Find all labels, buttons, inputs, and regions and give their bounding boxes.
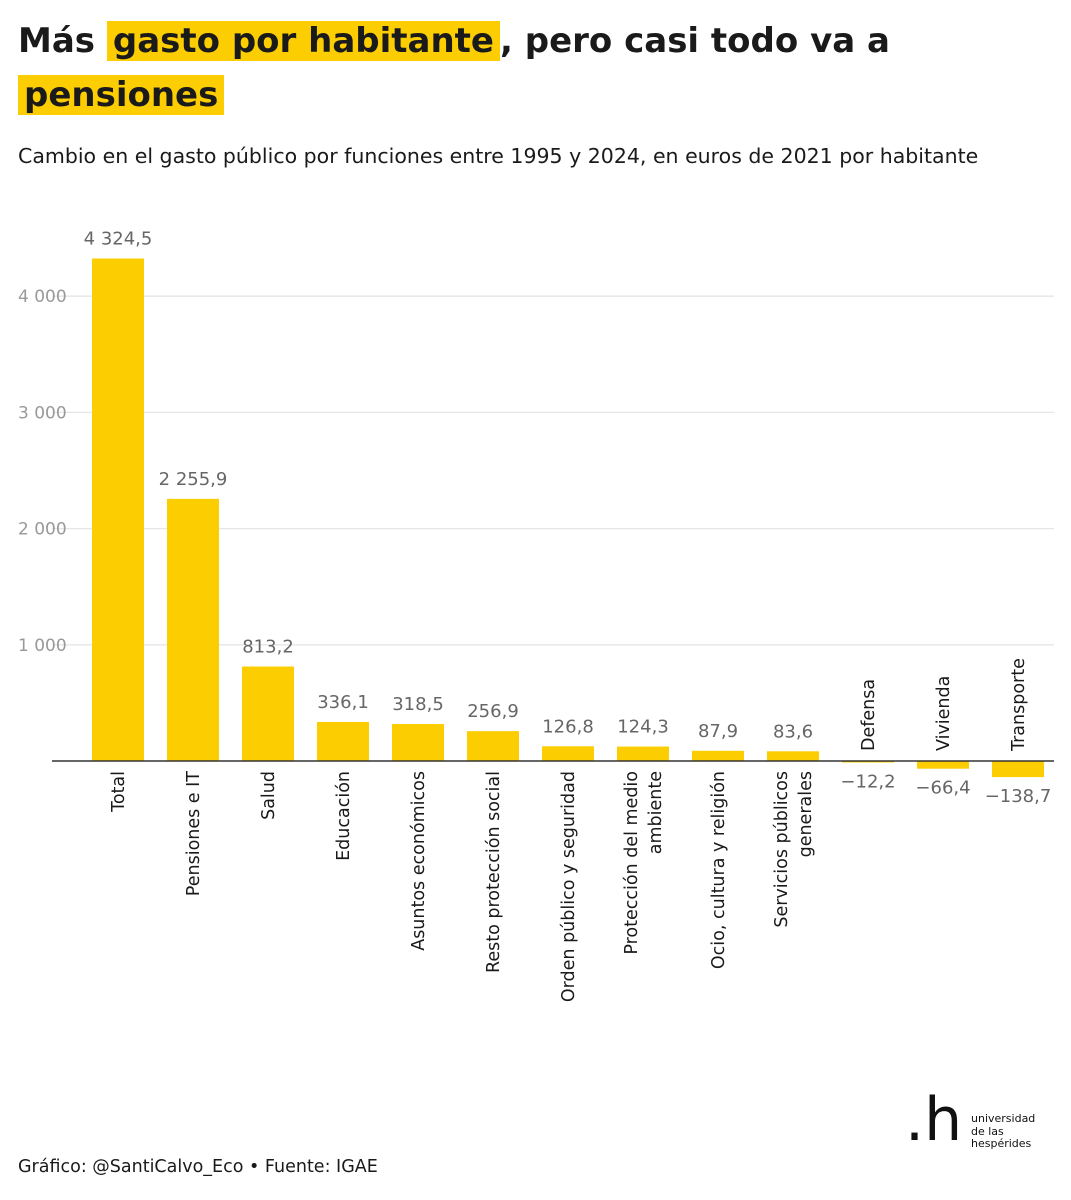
title-highlight-1: gasto por habitante — [106, 21, 500, 61]
category-label: Transporte — [1009, 658, 1029, 752]
data-label: 318,5 — [392, 694, 444, 715]
university-logo: .h universidad de las hespérides — [905, 1085, 1055, 1155]
category-label: Salud — [259, 771, 279, 820]
category-label: Vivienda — [934, 676, 954, 751]
bar — [992, 761, 1044, 778]
y-tick-label: 4 000 — [18, 287, 67, 307]
chart-subtitle: Cambio en el gasto público por funciones… — [18, 144, 979, 168]
data-label: −66,4 — [915, 778, 970, 799]
y-tick-label: 3 000 — [18, 403, 67, 423]
bars — [92, 258, 1044, 778]
category-label: Educación — [334, 771, 354, 861]
category-label: Total — [109, 771, 129, 813]
data-labels: 4 324,5 2 255,9 813,2 336,1 318,5 256,9 126,8 1… — [84, 228, 1052, 807]
title-highlight-2: pensiones — [18, 75, 225, 115]
data-label: 126,8 — [542, 716, 594, 737]
source-credit: Gráfico: @SantiCalvo_Eco • Fuente: IGAE — [18, 1157, 378, 1177]
category-label: Protección del medio — [622, 771, 642, 955]
bar — [242, 666, 294, 761]
chart-title: Más gasto por habitante, pero casi todo … — [18, 14, 1058, 122]
category-label: Defensa — [859, 679, 879, 751]
logo-line-1: universidad — [971, 1112, 1036, 1125]
bar-chart: 1 000 2 000 3 000 4 000 4 324,5 2 255,9 813,2… — [18, 228, 1054, 1002]
category-label: Ocio, cultura y religión — [709, 771, 729, 969]
title-text-2: , pero casi todo va a — [499, 21, 890, 61]
data-label: 2 255,9 — [159, 469, 228, 490]
category-label: Asuntos económicos — [409, 771, 429, 951]
data-label: 4 324,5 — [84, 228, 153, 249]
category-label: generales — [796, 771, 816, 857]
data-label: 336,1 — [317, 692, 369, 713]
logo-line-2: de las — [971, 1124, 1004, 1138]
data-label: 813,2 — [242, 637, 294, 658]
logo-mark: .h — [905, 1085, 963, 1155]
bar — [392, 723, 444, 761]
category-label: Resto protección social — [484, 771, 504, 973]
bar — [767, 751, 819, 761]
data-label: −12,2 — [840, 772, 895, 793]
y-tick-label: 2 000 — [18, 520, 67, 540]
bar — [542, 746, 594, 761]
bar — [167, 498, 219, 761]
logo-wordmark: universidad de las hespérides — [971, 1112, 1061, 1151]
data-label: 124,3 — [617, 717, 669, 738]
category-labels: Total Pensiones e IT Salud Educación Asuntos… — [109, 658, 1029, 1002]
bar — [467, 731, 519, 761]
data-label: 87,9 — [698, 721, 738, 742]
y-tick-label: 1 000 — [18, 636, 67, 656]
category-label: ambiente — [646, 771, 666, 854]
bar — [92, 258, 144, 761]
data-label: 256,9 — [467, 701, 519, 722]
data-label: 83,6 — [773, 721, 813, 742]
category-label: Orden público y seguridad — [559, 771, 579, 1002]
bar — [692, 750, 744, 761]
title-text-1: Más — [18, 21, 107, 61]
bar — [917, 761, 969, 769]
category-label: Servicios públicos — [772, 771, 792, 928]
bar — [617, 746, 669, 761]
category-label: Pensiones e IT — [184, 771, 204, 897]
logo-line-3: hespérides — [971, 1137, 1032, 1150]
bar — [317, 721, 369, 761]
data-label: −138,7 — [985, 786, 1052, 807]
grid-lines: 1 000 2 000 3 000 4 000 — [18, 287, 1054, 656]
